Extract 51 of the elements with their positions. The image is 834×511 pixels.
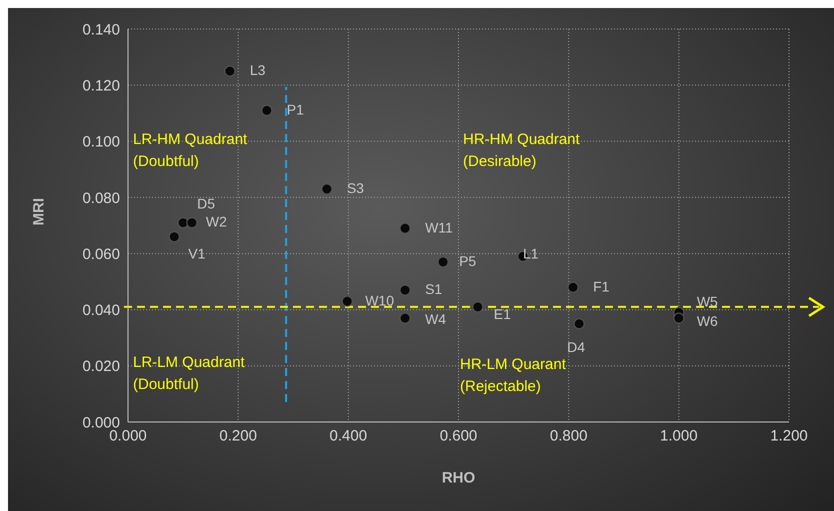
annotation: V1 — [188, 246, 206, 262]
annotation: D5 — [197, 196, 216, 212]
annotation: LR-LM Quadrant (Doubtful) — [133, 353, 246, 395]
point — [400, 222, 411, 234]
point — [168, 231, 180, 242]
annotation: P1 — [286, 101, 304, 118]
point — [178, 217, 189, 228]
y-axis-title: MRI — [30, 198, 48, 226]
x-tick-label: 0.200 — [219, 428, 257, 445]
x-tick-label: 0.600 — [440, 428, 478, 445]
x-tick-label: 0.400 — [330, 428, 368, 445]
point — [342, 296, 353, 307]
point — [568, 282, 579, 293]
y-tick-label: 0.120 — [82, 77, 120, 94]
annotation: LR-HM Quadrant (Doubtful) — [133, 130, 248, 172]
annotation: D4 — [567, 338, 586, 355]
annotation: S3 — [346, 180, 364, 196]
x-tick-label: 1.000 — [660, 428, 698, 445]
y-tick-label: 0.100 — [82, 134, 120, 151]
annotation: L1 — [522, 245, 539, 262]
point — [472, 301, 484, 312]
y-tick-label: 0.080 — [82, 190, 120, 207]
y-tick-label: 0.140 — [82, 21, 120, 38]
y-tick-label: 0.060 — [82, 246, 120, 263]
x-tick-label: 0.800 — [550, 428, 588, 445]
annotation: L3 — [250, 62, 266, 78]
point — [224, 66, 236, 77]
point — [400, 284, 411, 296]
point — [261, 104, 272, 116]
annotation: W5 — [696, 294, 718, 310]
annotation: W10 — [365, 292, 394, 308]
y-tick-label: 0.020 — [82, 358, 120, 376]
annotation: E1 — [494, 306, 512, 322]
point — [438, 256, 449, 268]
annotation: HR-LM Quarant (Rejectable) — [460, 355, 567, 397]
x-axis-title: RHO — [442, 470, 476, 487]
annotation: HR-HM Quadrant (Desirable) — [463, 130, 581, 172]
point — [673, 312, 684, 324]
annotation: W2 — [206, 214, 228, 230]
annotation: S1 — [425, 281, 442, 298]
point — [186, 217, 198, 228]
annotation: W11 — [425, 219, 454, 236]
point — [574, 318, 585, 330]
annotation: F1 — [593, 278, 610, 294]
point — [321, 184, 332, 195]
annotation: W6 — [696, 313, 718, 330]
annotation: W4 — [425, 311, 446, 328]
y-tick-label: 0.040 — [82, 302, 120, 320]
x-tick-label: 1.200 — [770, 428, 808, 445]
annotation: P5 — [459, 252, 476, 269]
point — [400, 312, 411, 324]
